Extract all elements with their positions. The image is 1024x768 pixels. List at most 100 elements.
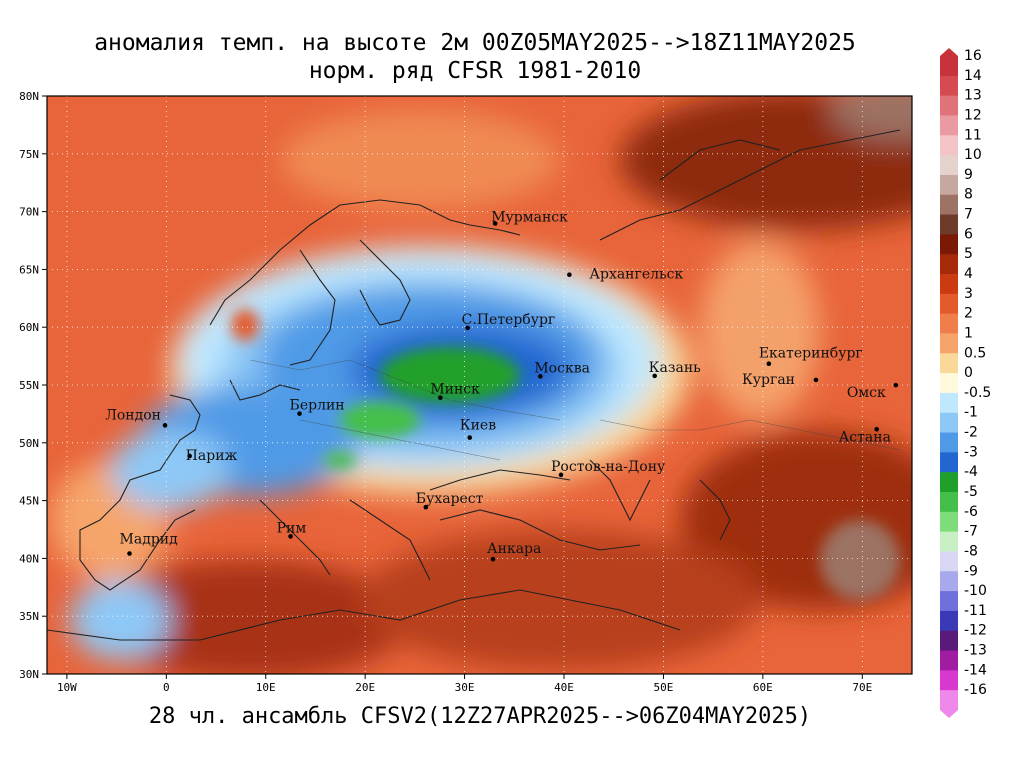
city-marker: [438, 395, 443, 401]
city-marker: [127, 551, 132, 556]
colorbar-label: 13: [964, 88, 982, 104]
city-marker: [893, 382, 899, 388]
colorbar-label: 0: [964, 365, 973, 381]
city-label: Лондон: [105, 407, 161, 423]
city-marker: [567, 272, 572, 278]
ensemble-footer: 28 чл. ансамбль CFSV2(12Z27APR2025-->06Z…: [148, 704, 812, 729]
city-marker: [874, 426, 880, 432]
lat-label: 55N: [19, 379, 39, 392]
city-label: Минск: [430, 382, 480, 398]
city-marker: [423, 504, 429, 510]
city-marker: [162, 423, 168, 428]
colorbar-label: 8: [964, 187, 973, 203]
city-label: Екатеринбург: [759, 346, 863, 362]
colorbar-bottom-arrow: [940, 710, 958, 718]
lon-label: 50E: [653, 681, 673, 694]
colorbar-label: 6: [964, 226, 973, 242]
colorbar-label: 9: [964, 167, 973, 183]
lat-label: 60N: [19, 321, 39, 334]
colorbar-label: -10: [964, 583, 987, 599]
colorbar-label: 1: [964, 325, 973, 341]
colorbar-label: -16: [964, 682, 987, 698]
city-label: Анкара: [487, 541, 541, 557]
colorbar-swatch: [940, 551, 958, 572]
lat-label: 30N: [19, 668, 39, 681]
city-marker: [297, 411, 302, 416]
colorbar-swatch: [940, 472, 958, 493]
colorbar-swatch: [940, 492, 958, 513]
colorbar-swatch: [940, 313, 958, 334]
colorbar-swatch: [940, 432, 958, 453]
colorbar-label: -1: [964, 405, 978, 421]
city-marker: [652, 373, 657, 379]
colorbar-label: 0.5: [964, 345, 986, 361]
map-title-line2: норм. ряд CFSR 1981-2010: [308, 58, 642, 84]
lon-label: 0: [163, 681, 170, 694]
colorbar-label: -7: [964, 524, 978, 540]
city-label: Рим: [277, 520, 307, 536]
city-label: Архангельск: [589, 267, 683, 283]
lat-label: 50N: [19, 437, 39, 450]
colorbar-swatch: [940, 452, 958, 473]
city-label: Мурманск: [491, 210, 568, 226]
lon-label: 40E: [554, 681, 574, 694]
city-label: Омск: [847, 385, 886, 401]
city-marker: [538, 374, 543, 379]
city-label: С.Петербург: [462, 312, 556, 328]
city-label: Париж: [186, 448, 238, 464]
city-label: Бухарест: [416, 491, 484, 507]
colorbar-swatch: [940, 135, 958, 156]
colorbar-label: -3: [964, 444, 978, 460]
city-marker: [813, 377, 819, 383]
colorbar-swatch: [940, 571, 958, 592]
city-label: Ростов-на-Дону: [551, 459, 666, 475]
city-label: Казань: [649, 360, 701, 376]
colorbar-label: -0.5: [964, 385, 991, 401]
colorbar-label: 7: [964, 207, 973, 223]
map-title-line1: аномалия темп. на высоте 2м 00Z05MAY2025…: [94, 30, 856, 56]
colorbar-swatch: [940, 56, 958, 77]
city-label: Астана: [839, 429, 891, 445]
lon-label: 20E: [355, 681, 375, 694]
graticule: [47, 96, 912, 674]
city-label: Москва: [534, 360, 590, 376]
colorbar-swatch: [940, 373, 958, 394]
colorbar-swatch: [940, 95, 958, 116]
colorbar-swatch: [940, 293, 958, 315]
colorbar-label: -9: [964, 563, 978, 579]
lon-label: 10E: [256, 681, 276, 694]
colorbar-swatch: [940, 591, 958, 612]
lat-label: 70N: [19, 206, 39, 219]
colorbar-swatch: [940, 254, 958, 275]
colorbar-label: 4: [964, 266, 973, 282]
colorbar-label: -6: [964, 504, 978, 520]
colorbar-swatch: [940, 234, 958, 255]
colorbar-swatch: [940, 75, 958, 97]
colorbar-swatch: [940, 333, 958, 354]
colorbar-label: 11: [964, 127, 982, 143]
colorbar-label: -11: [964, 603, 987, 619]
city-marker: [558, 472, 564, 478]
colorbar-swatch: [940, 353, 958, 374]
lat-label: 80N: [19, 90, 39, 103]
city-label: Киев: [460, 418, 496, 434]
lat-label: 40N: [19, 552, 39, 565]
anomaly-field: [47, 96, 912, 674]
colorbar-label: 2: [964, 306, 973, 322]
colorbar-label: 3: [964, 286, 973, 302]
lon-label: 60E: [753, 681, 773, 694]
colorbar-label: 14: [964, 68, 982, 84]
colorbar-label: 12: [964, 107, 982, 123]
colorbar-label: -5: [964, 484, 978, 500]
colorbar-swatch: [940, 274, 958, 295]
colorbar-swatch: [940, 174, 958, 196]
colorbar-swatch: [940, 115, 958, 136]
colorbar-label: -12: [964, 623, 987, 639]
lon-label: 70E: [852, 681, 872, 694]
lat-label: 65N: [19, 263, 39, 276]
colorbar-swatch: [940, 650, 958, 671]
colorbar-label: -2: [964, 425, 978, 441]
colorbar-swatch: [940, 610, 958, 632]
city-marker: [465, 325, 470, 331]
